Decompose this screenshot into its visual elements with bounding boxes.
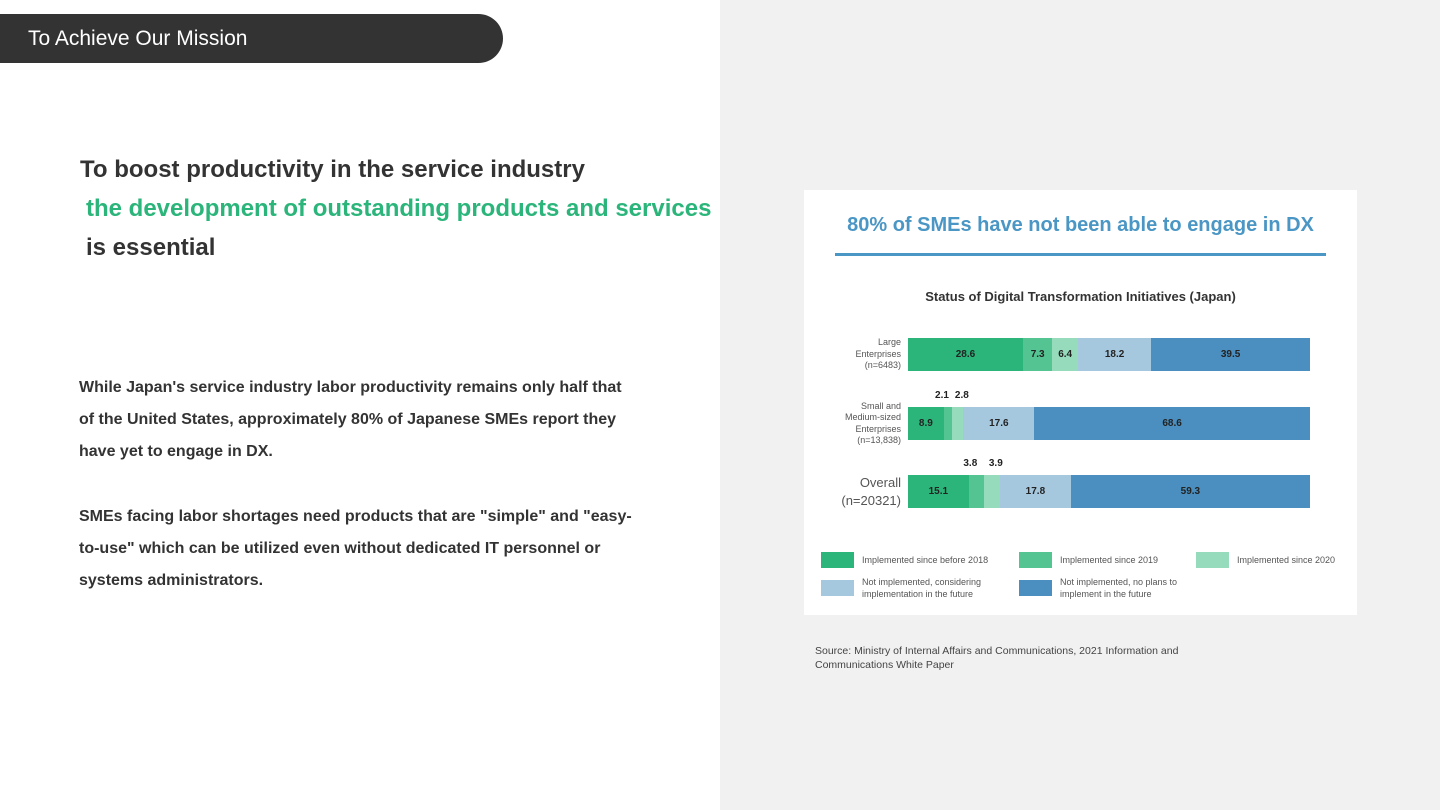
data-label: 18.2 [1104,349,1125,360]
bar-segment [983,475,1000,508]
headline-line-2: the development of outstanding products … [86,195,712,222]
legend-item: Implemented since 2020 [1196,552,1366,568]
category-label-line: (n=20321) [841,492,901,508]
bar-segment: 28.6 [908,338,1023,371]
legend-swatch [821,580,854,596]
section-label: To Achieve Our Mission [0,14,503,63]
bar-segment [952,407,964,440]
data-label: 59.3 [1180,486,1201,497]
data-label: 17.8 [1025,486,1046,497]
data-label: 3.8 [963,458,978,469]
bar-segment: 6.4 [1052,338,1079,371]
stacked-bar-chart: Large Enterprises (n=6483) 28.6 7.3 6.4 18.2 39… [804,190,1357,615]
category-label: Overall (n=20321) [841,474,901,510]
chart-title: Status of Digital Transformation Initiat… [925,289,1236,304]
headline-line-1: To boost productivity in the service ind… [80,156,585,183]
data-label: 7.3 [1030,349,1045,360]
legend-label: Implemented since 2019 [1060,555,1159,565]
data-label: 39.5 [1220,349,1241,360]
bar-segment: 18.2 [1078,338,1152,371]
category-label-line: (n=13,838) [857,435,901,445]
data-label: 28.6 [955,349,976,360]
legend-item: Not implemented, no plans to implement i… [1019,576,1209,600]
legend-label: Implemented since 2020 [1237,555,1336,565]
data-label: 2.8 [954,390,969,401]
legend-label: Not implemented, no plans to implement i… [1060,577,1178,599]
headline-line-3: is essential [86,234,216,261]
category-label-line: Small and [860,400,901,411]
bar-segment [943,407,953,440]
source-note: Source: Ministry of Internal Affairs and… [815,645,1179,671]
data-label: 15.1 [928,486,949,497]
category-label: Small and Medium-sized Enterprises (n=13,83… [845,401,901,447]
legend-item: Implemented since 2019 [1019,552,1189,568]
data-label: 68.6 [1162,418,1182,429]
title-underline [835,253,1326,256]
legend-label: Implemented since before 2018 [862,555,989,565]
category-label-line: Large [877,337,901,348]
legend-item: Implemented since before 2018 [821,552,991,568]
category-label-line: (n=6483) [864,360,901,371]
legend-swatch [1196,552,1229,568]
bar-segment: 15.1 [908,475,969,508]
legend-swatch [821,552,854,568]
category-label-line: Overall [859,474,901,490]
bar-segment: 39.5 [1151,338,1310,371]
category-label-line: Enterprises [855,423,901,434]
chart-card: 80% of SMEs have not been able to engage… [804,190,1357,615]
bar-segment: 68.6 [1034,407,1310,440]
data-label: 3.9 [988,458,1003,469]
body-paragraph-2: SMEs facing labor shortages need product… [79,508,632,589]
bar-segment: 17.8 [999,475,1072,508]
data-label: 6.4 [1058,349,1073,360]
data-label: 8.9 [918,418,933,429]
category-label: Large Enterprises (n=6483) [855,337,901,372]
legend-item: Not implemented, considering implementat… [821,576,1011,600]
legend-swatch [1019,580,1052,596]
bar-segment [968,475,984,508]
bar-segment: 8.9 [908,407,944,440]
data-label: 17.6 [989,418,1009,429]
category-label-line: Medium-sized [844,412,901,422]
data-label: 2.1 [935,390,949,401]
left-panel: To Achieve Our Mission To boost producti… [0,14,712,589]
body-paragraph-1: While Japan's service industry labor pro… [79,379,622,460]
legend-label: Not implemented, considering implementat… [862,577,982,599]
bar-segment: 59.3 [1071,475,1310,508]
card-title: 80% of SMEs have not been able to engage… [847,214,1314,236]
legend-swatch [1019,552,1052,568]
bar-segment: 7.3 [1022,338,1053,371]
category-label-line: Enterprises [855,348,901,359]
bar-segment: 17.6 [963,407,1035,440]
